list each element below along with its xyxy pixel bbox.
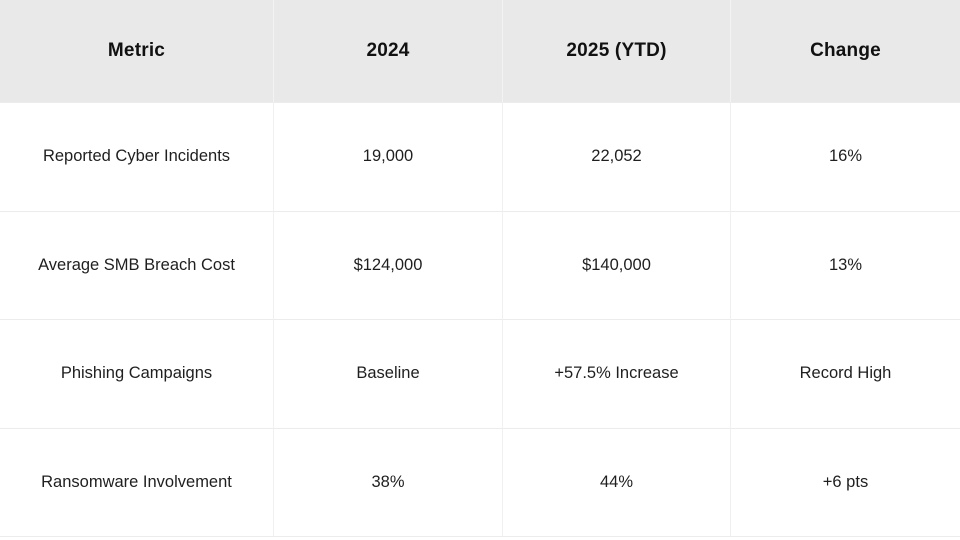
column-header-2025-ytd: 2025 (YTD): [503, 0, 731, 103]
row-phishing-2025-value: +57.5% Increase: [503, 320, 731, 429]
column-header-change: Change: [731, 0, 960, 103]
row-incidents-2024-value: 19,000: [274, 103, 503, 212]
row-phishing-2024-value: Baseline: [274, 320, 503, 429]
row-phishing-metric-label: Phishing Campaigns: [0, 320, 274, 429]
row-ransomware-change-value: +6 pts: [731, 428, 960, 537]
column-header-2024: 2024: [274, 0, 503, 103]
row-breach-cost-2025-value: $140,000: [503, 211, 731, 320]
row-breach-cost-change-value: 13%: [731, 211, 960, 320]
row-ransomware-2024-value: 38%: [274, 428, 503, 537]
row-breach-cost-metric-label: Average SMB Breach Cost: [0, 211, 274, 320]
row-phishing-change-value: Record High: [731, 320, 960, 429]
row-ransomware-2025-value: 44%: [503, 428, 731, 537]
column-header-metric: Metric: [0, 0, 274, 103]
row-incidents-metric-label: Reported Cyber Incidents: [0, 103, 274, 212]
row-breach-cost-2024-value: $124,000: [274, 211, 503, 320]
row-incidents-2025-value: 22,052: [503, 103, 731, 212]
row-incidents-change-value: 16%: [731, 103, 960, 212]
row-ransomware-metric-label: Ransomware Involvement: [0, 428, 274, 537]
